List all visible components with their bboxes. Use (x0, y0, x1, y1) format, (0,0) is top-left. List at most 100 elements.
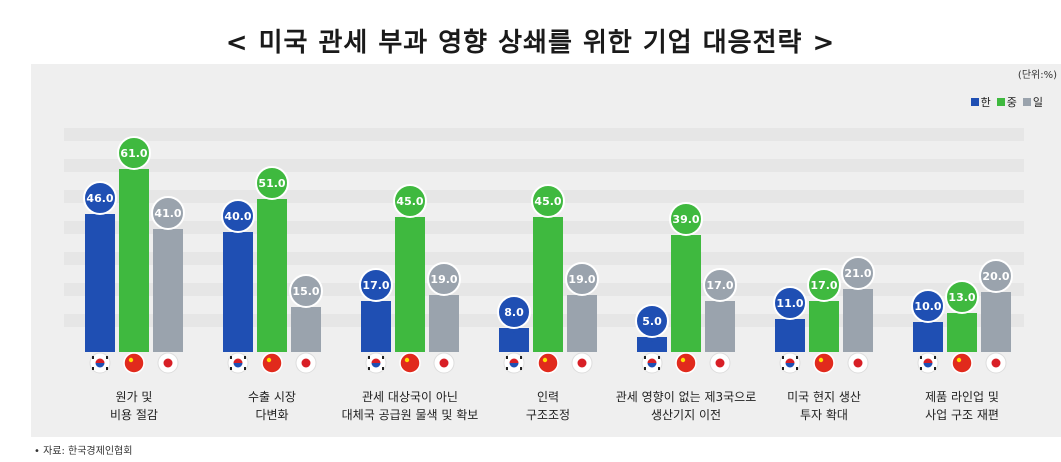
category-label: 미국 현지 생산 투자 확대 (739, 388, 909, 424)
data-label: 19.0 (430, 273, 457, 286)
china-flag-icon (261, 352, 283, 374)
bar-group: 61.0 (117, 136, 151, 374)
value-balloon (773, 286, 807, 320)
legend-swatch-china (996, 98, 1005, 106)
legend-swatch-korea (970, 98, 979, 106)
data-label: 20.0 (982, 270, 1009, 283)
bar-group: 17.0 (703, 268, 737, 374)
bar-china (119, 169, 149, 352)
flag-taegeuk-bottom (785, 363, 795, 368)
data-label: 46.0 (86, 192, 113, 205)
data-label: 17.0 (810, 279, 837, 292)
category-label-line: 미국 현지 생산 (787, 390, 861, 404)
value-balloon (945, 280, 979, 314)
china-flag-icon (537, 352, 559, 374)
data-label: 17.0 (706, 279, 733, 292)
value-balloon (497, 295, 531, 329)
flag-taegeuk-bottom (923, 363, 933, 368)
category-label-line: 관세 영향이 없는 제3국으로 (615, 390, 757, 404)
value-balloon (565, 262, 599, 296)
bar-korea (775, 319, 805, 352)
unit-label: (단위:%) (1017, 70, 1057, 81)
category-label-line: 비용 절감 (110, 408, 158, 422)
bar-group: 20.0 (979, 259, 1013, 374)
value-balloon (841, 256, 875, 290)
value-balloon (255, 166, 289, 200)
bar-group: 39.0 (669, 202, 703, 374)
bar-korea (85, 214, 115, 352)
value-balloon (393, 184, 427, 218)
flag-trigram (230, 356, 232, 359)
data-label: 11.0 (776, 297, 803, 310)
legend-swatch-japan (1022, 98, 1031, 106)
category-label: 인력 구조조정 (463, 388, 633, 424)
bar-group: 40.0 (221, 199, 255, 374)
bar-korea (637, 337, 667, 352)
value-balloon (289, 274, 323, 308)
flag-taegeuk-bottom (95, 363, 105, 368)
chart-title: < 미국 관세 부과 영향 상쇄를 위한 기업 대응전략 > (225, 28, 836, 58)
value-balloon (117, 136, 151, 170)
flag-taegeuk-top (509, 358, 519, 363)
value-balloon (979, 259, 1013, 293)
flag-trigram (520, 356, 522, 359)
flag-trigram (934, 356, 936, 359)
value-balloon (151, 196, 185, 230)
flag-trigram (520, 367, 522, 370)
flag-taegeuk-top (95, 358, 105, 363)
value-balloon (359, 268, 393, 302)
value-balloon (807, 268, 841, 302)
value-balloon (635, 304, 669, 338)
source-note: • 자료: 한국경제인협회 (34, 446, 133, 457)
bar-china (947, 313, 977, 352)
bar-group: 45.0 (531, 184, 565, 374)
category-label: 관세 영향이 없는 제3국으로 생산기지 이전 (601, 388, 771, 424)
bar-group: 13.0 (945, 280, 979, 374)
category-label: 관세 대상국이 아닌 대체국 공급원 물색 및 확보 (325, 388, 495, 424)
bar-group: 51.0 (255, 166, 289, 374)
category-label-line: 원가 및 (115, 390, 153, 404)
bar-china (533, 217, 563, 352)
flag-trigram (106, 356, 108, 359)
bar-japan (705, 301, 735, 352)
flag-star (128, 357, 134, 363)
flag-taegeuk-bottom (371, 363, 381, 368)
value-balloon (911, 289, 945, 323)
flag-trigram (658, 356, 660, 359)
flag-trigram (782, 356, 784, 359)
bar-china (257, 199, 287, 352)
data-label: 61.0 (120, 147, 147, 160)
category-label: 제품 라인업 및 사업 구조 재편 (877, 388, 1047, 424)
value-balloon (669, 202, 703, 236)
flag-disc (853, 358, 863, 368)
bar-group: 19.0 (427, 262, 461, 374)
category-label-line: 다변화 (255, 408, 289, 422)
flag-taegeuk-top (647, 358, 657, 363)
flag-star (680, 357, 686, 363)
bar-group: 45.0 (393, 184, 427, 374)
flag-trigram (244, 356, 246, 359)
data-label: 19.0 (568, 273, 595, 286)
flag-trigram (934, 367, 936, 370)
category-label-line: 수출 시장 (248, 390, 296, 404)
data-label: 5.0 (642, 315, 662, 328)
data-label: 13.0 (948, 291, 975, 304)
flag-star (818, 357, 824, 363)
china-flag-icon (675, 352, 697, 374)
legend-item-japan: 일 (1022, 94, 1043, 110)
bar-group: 41.0 (151, 196, 185, 374)
data-label: 41.0 (154, 207, 181, 220)
legend-label-china: 중 (1006, 96, 1017, 109)
category-label-line: 인력 (536, 390, 560, 404)
data-label: 45.0 (534, 195, 561, 208)
flag-trigram (506, 367, 508, 370)
bar-group: 8.0 (497, 295, 531, 374)
data-label: 45.0 (396, 195, 423, 208)
data-label: 51.0 (258, 177, 285, 190)
bar-china (395, 217, 425, 352)
flag-trigram (92, 356, 94, 359)
bar-japan (843, 289, 873, 352)
flag-trigram (658, 367, 660, 370)
flag-trigram (920, 356, 922, 359)
